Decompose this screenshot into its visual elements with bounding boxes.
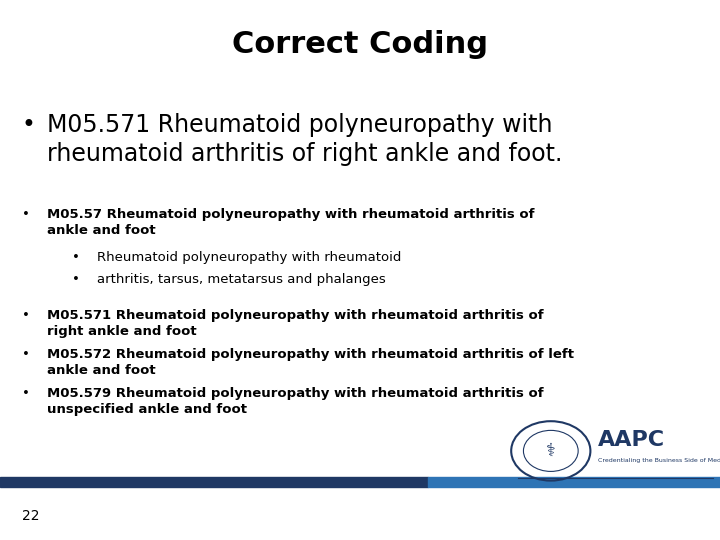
Bar xyxy=(428,477,720,487)
Text: •: • xyxy=(22,113,35,137)
Text: •: • xyxy=(72,251,80,264)
Text: Credentialing the Business Side of Medicine: Credentialing the Business Side of Medic… xyxy=(598,457,720,463)
Text: •: • xyxy=(22,208,30,221)
Text: Rheumatoid polyneuropathy with rheumatoid: Rheumatoid polyneuropathy with rheumatoi… xyxy=(97,251,402,264)
Text: arthritis, tarsus, metatarsus and phalanges: arthritis, tarsus, metatarsus and phalan… xyxy=(97,273,386,286)
Text: 22: 22 xyxy=(22,509,39,523)
Text: •: • xyxy=(22,387,30,400)
Text: M05.571 Rheumatoid polyneuropathy with
rheumatoid arthritis of right ankle and f: M05.571 Rheumatoid polyneuropathy with r… xyxy=(47,113,562,166)
Text: ⚕: ⚕ xyxy=(546,442,556,460)
Text: M05.579 Rheumatoid polyneuropathy with rheumatoid arthritis of
unspecified ankle: M05.579 Rheumatoid polyneuropathy with r… xyxy=(47,387,544,416)
Text: •: • xyxy=(22,348,30,361)
Bar xyxy=(0,477,428,487)
Text: AAPC: AAPC xyxy=(598,430,665,450)
Text: •: • xyxy=(72,273,80,286)
Text: •: • xyxy=(22,309,30,322)
Text: M05.57 Rheumatoid polyneuropathy with rheumatoid arthritis of
ankle and foot: M05.57 Rheumatoid polyneuropathy with rh… xyxy=(47,208,534,237)
Text: M05.572 Rheumatoid polyneuropathy with rheumatoid arthritis of left
ankle and fo: M05.572 Rheumatoid polyneuropathy with r… xyxy=(47,348,574,377)
Text: M05.571 Rheumatoid polyneuropathy with rheumatoid arthritis of
right ankle and f: M05.571 Rheumatoid polyneuropathy with r… xyxy=(47,309,544,338)
Text: Correct Coding: Correct Coding xyxy=(232,30,488,59)
